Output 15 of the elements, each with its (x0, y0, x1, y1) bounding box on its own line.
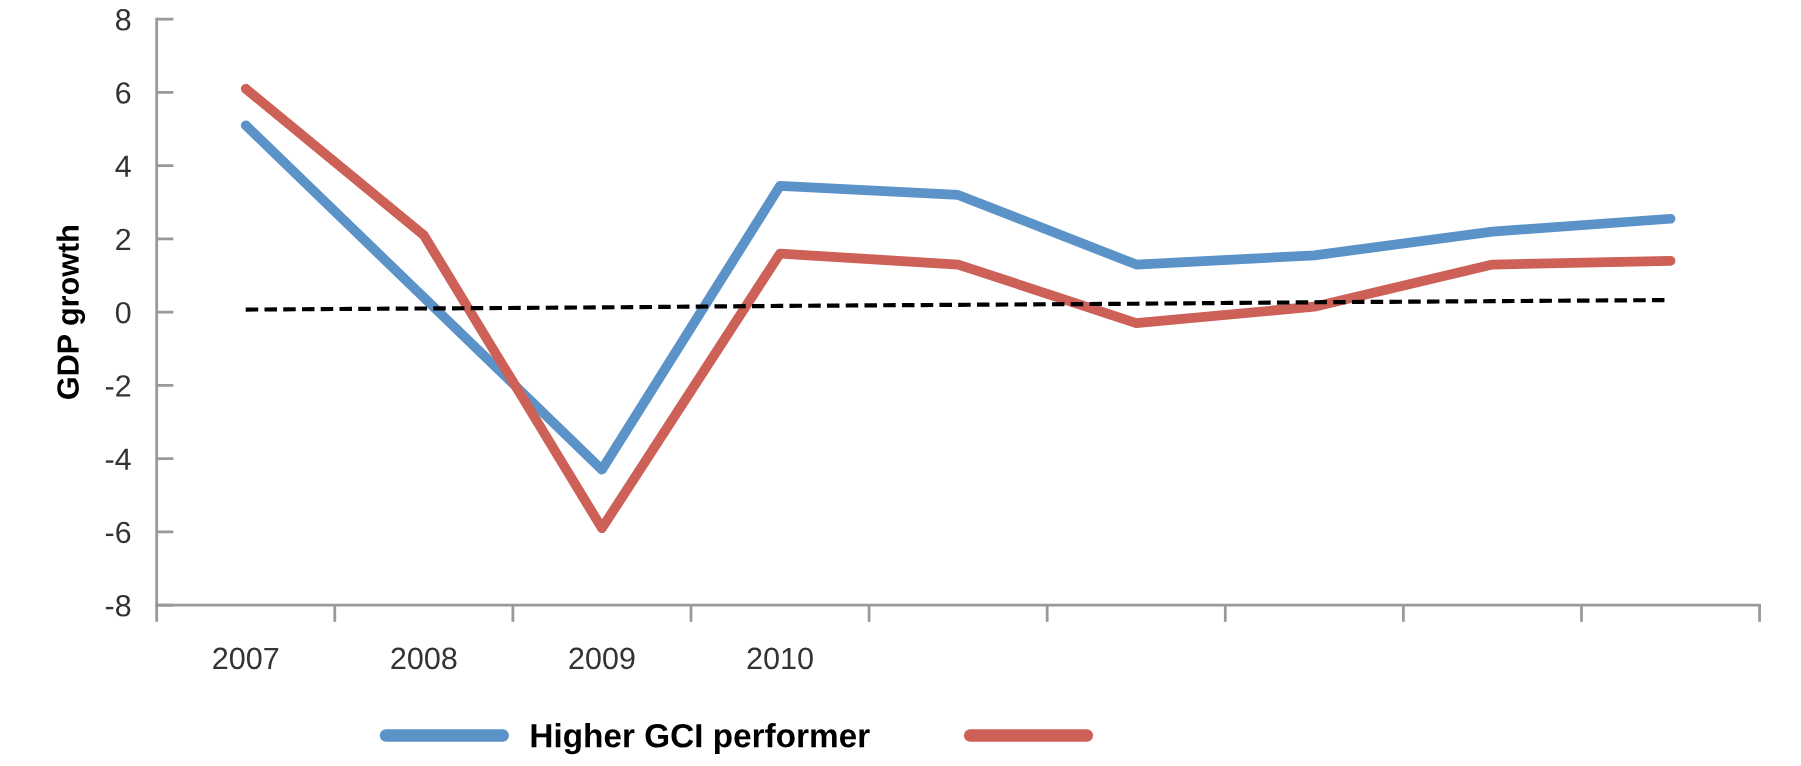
x-tick-label: 2009 (569, 647, 635, 670)
x-tick-label: 2007 (213, 647, 279, 670)
y-tick-label: 0 (115, 301, 131, 324)
legend-label: Higher GCI performer (531, 723, 870, 755)
y-tick-label: 8 (116, 8, 131, 31)
y-axis-title: GDP growth (56, 226, 86, 399)
y-tick-label: 4 (115, 155, 131, 177)
y-tick-label: -8 (105, 594, 131, 617)
y-tick-label: -6 (105, 521, 131, 544)
x-tick-label: 2010 (747, 647, 813, 670)
y-tick-label: -4 (105, 448, 131, 470)
y-tick-label: 2 (116, 228, 131, 250)
x-tick-label: 2008 (391, 647, 457, 670)
y-tick-label: 6 (116, 82, 131, 104)
y-tick-label: -2 (105, 375, 131, 397)
